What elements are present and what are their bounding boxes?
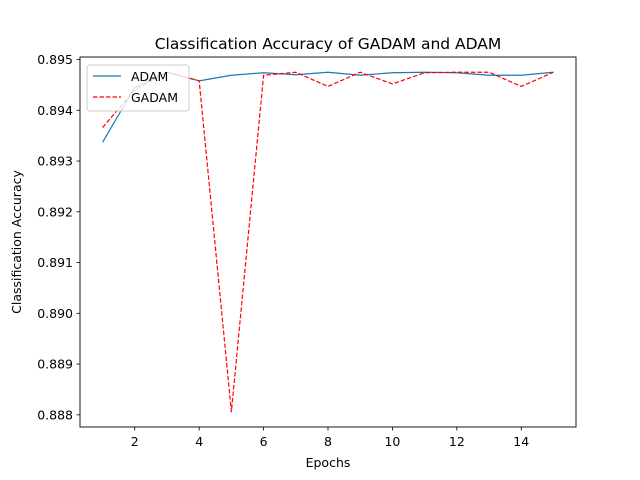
plot-area [79,56,577,428]
x-tick-label: 8 [324,434,332,449]
x-tick-label: 2 [131,434,139,449]
y-tick-label: 0.890 [37,306,73,321]
y-tick-label: 0.889 [37,357,73,372]
x-tick-label: 14 [513,434,529,449]
series-layer [102,71,554,413]
y-tick-label: 0.895 [37,52,73,67]
legend: ADAM GADAM [86,64,190,112]
y-axis: 0.888 0.889 0.890 0.891 0.892 0.893 0.894 0.895 [37,52,80,422]
y-axis-label: Classification Accuracy [9,170,24,314]
x-tick-label: 6 [260,434,268,449]
legend-label-adam: ADAM [131,69,168,84]
y-tick-label: 0.893 [37,154,73,169]
y-tick-label: 0.892 [37,204,73,219]
y-tick-label: 0.894 [37,103,73,118]
y-tick-label: 0.888 [37,407,73,422]
x-tick-label: 10 [384,434,400,449]
x-axis: 2 4 6 8 10 12 14 [131,427,529,449]
x-tick-label: 12 [449,434,465,449]
x-axis-label: Epochs [306,455,351,470]
series-line-gadam [102,71,554,413]
legend-label-gadam: GADAM [131,90,178,105]
chart-title: Classification Accuracy of GADAM and ADA… [155,35,502,53]
y-tick-label: 0.891 [37,255,73,270]
x-tick-label: 4 [195,434,203,449]
